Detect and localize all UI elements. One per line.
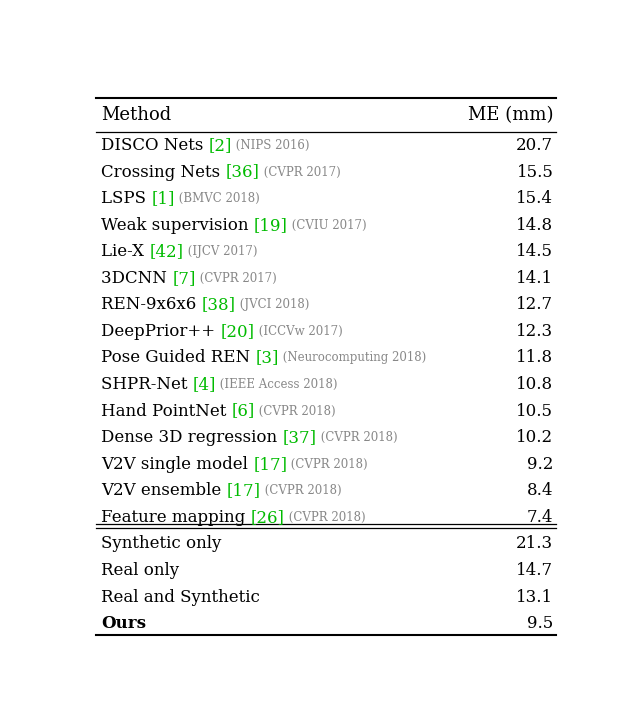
Text: 7.4: 7.4 [527,509,553,526]
Text: Feature mapping: Feature mapping [101,509,251,526]
Text: 14.1: 14.1 [516,270,553,287]
Text: [20]: [20] [221,323,255,340]
Text: 14.8: 14.8 [516,217,553,234]
Text: [26]: [26] [251,509,285,526]
Text: Crossing Nets: Crossing Nets [101,163,226,180]
Text: 21.3: 21.3 [516,536,553,553]
Text: 10.8: 10.8 [516,376,553,393]
Text: (CVPR 2018): (CVPR 2018) [287,458,368,471]
Text: (CVPR 2018): (CVPR 2018) [285,511,365,524]
Text: LSPS: LSPS [101,190,152,207]
Text: DeepPrior++: DeepPrior++ [101,323,221,340]
Text: [6]: [6] [232,403,256,420]
Text: Weak supervision: Weak supervision [101,217,254,234]
Text: 9.2: 9.2 [527,455,553,472]
Text: Ours: Ours [101,615,146,632]
Text: 13.1: 13.1 [516,589,553,605]
Text: 11.8: 11.8 [516,349,553,367]
Text: Synthetic only: Synthetic only [101,536,222,553]
Text: (CVPR 2017): (CVPR 2017) [259,165,340,179]
Text: 12.7: 12.7 [516,296,553,313]
Text: 3DCNN: 3DCNN [101,270,172,287]
Text: [17]: [17] [254,455,287,472]
Text: [42]: [42] [150,243,184,260]
Text: 10.5: 10.5 [517,403,553,420]
Text: (NIPS 2016): (NIPS 2016) [232,139,310,152]
Text: (CVPR 2018): (CVPR 2018) [261,484,342,497]
Text: SHPR-Net: SHPR-Net [101,376,193,393]
Text: (ICCVw 2017): (ICCVw 2017) [255,325,342,338]
Text: Method: Method [101,106,172,124]
Text: REN-9x6x6: REN-9x6x6 [101,296,202,313]
Text: [36]: [36] [226,163,259,180]
Text: [1]: [1] [152,190,175,207]
Text: DISCO Nets: DISCO Nets [101,137,209,154]
Text: (Neurocomputing 2018): (Neurocomputing 2018) [279,351,426,365]
Text: [19]: [19] [254,217,288,234]
Text: [4]: [4] [193,376,216,393]
Text: (CVPR 2017): (CVPR 2017) [196,272,276,285]
Text: (IJCV 2017): (IJCV 2017) [184,245,257,258]
Text: [7]: [7] [172,270,196,287]
Text: 8.4: 8.4 [527,482,553,499]
Text: [38]: [38] [202,296,236,313]
Text: 10.2: 10.2 [516,429,553,446]
Text: 14.7: 14.7 [516,562,553,579]
Text: Real only: Real only [101,562,179,579]
Text: 14.5: 14.5 [517,243,553,260]
Text: 15.4: 15.4 [517,190,553,207]
Text: [37]: [37] [283,429,317,446]
Text: V2V ensemble: V2V ensemble [101,482,227,499]
Text: Lie-X: Lie-X [101,243,150,260]
Text: 12.3: 12.3 [516,323,553,340]
Text: [2]: [2] [209,137,232,154]
Text: (CVPR 2018): (CVPR 2018) [317,431,398,444]
Text: 20.7: 20.7 [516,137,553,154]
Text: (IEEE Access 2018): (IEEE Access 2018) [216,378,338,391]
Text: (BMVC 2018): (BMVC 2018) [175,192,260,205]
Text: (JVCI 2018): (JVCI 2018) [236,298,309,311]
Text: 9.5: 9.5 [527,615,553,632]
Text: Pose Guided REN: Pose Guided REN [101,349,256,367]
Text: V2V single model: V2V single model [101,455,254,472]
Text: [17]: [17] [227,482,261,499]
Text: ME (mm): ME (mm) [468,106,553,124]
Text: (CVPR 2018): (CVPR 2018) [256,405,336,417]
Text: Dense 3D regression: Dense 3D regression [101,429,283,446]
Text: 15.5: 15.5 [517,163,553,180]
Text: (CVIU 2017): (CVIU 2017) [288,219,366,232]
Text: Real and Synthetic: Real and Synthetic [101,589,260,605]
Text: [3]: [3] [256,349,279,367]
Text: Hand PointNet: Hand PointNet [101,403,232,420]
